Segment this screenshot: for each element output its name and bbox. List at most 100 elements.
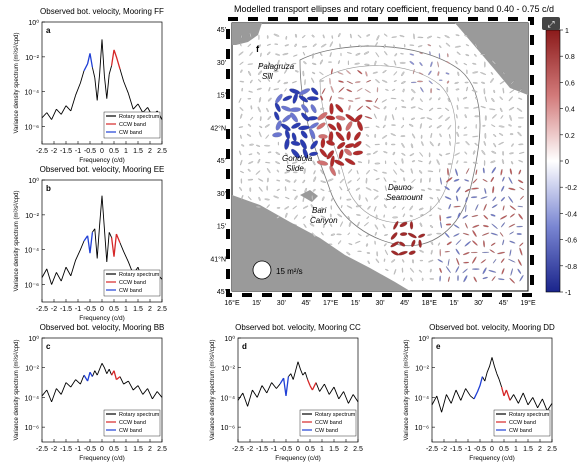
transport-ellipse <box>294 195 298 200</box>
series-line-rotary <box>431 357 553 413</box>
transport-ellipse <box>472 150 476 155</box>
transport-ellipse <box>464 114 467 119</box>
transport-ellipse <box>519 187 525 191</box>
legend-label: CW band <box>315 428 338 434</box>
transport-ellipse <box>375 42 378 47</box>
x-axis-label: Frequency (c/d) <box>79 455 125 462</box>
transport-ellipse <box>409 53 415 56</box>
transport-ellipse <box>445 266 451 273</box>
transport-ellipse <box>383 177 387 182</box>
transport-ellipse <box>291 161 298 164</box>
transport-ellipse <box>456 104 459 110</box>
transport-ellipse <box>374 195 379 200</box>
transport-ellipse <box>257 44 261 48</box>
x-tick-label: 1 <box>124 148 128 155</box>
transport-ellipse <box>465 141 470 146</box>
transport-ellipse <box>419 98 423 102</box>
transport-ellipse <box>336 233 342 236</box>
transport-ellipse <box>509 114 512 121</box>
series-line-ccw <box>110 49 121 70</box>
transport-ellipse <box>445 107 450 111</box>
transport-ellipse <box>411 239 416 247</box>
transport-ellipse <box>491 124 496 127</box>
transport-ellipse <box>320 180 326 183</box>
transport-ellipse <box>472 224 480 228</box>
transport-ellipse <box>518 213 523 220</box>
transport-ellipse <box>320 215 326 218</box>
transport-ellipse <box>429 51 431 56</box>
transport-ellipse <box>295 33 297 38</box>
y-tick-label: 10⁻⁶ <box>25 283 39 290</box>
transport-ellipse <box>353 131 361 141</box>
transport-ellipse <box>364 63 370 66</box>
transport-ellipse <box>437 259 443 263</box>
transport-ellipse <box>284 206 290 210</box>
x-tick-label: -2.5 <box>36 148 48 155</box>
transport-ellipse <box>465 44 469 47</box>
transport-ellipse <box>267 51 271 56</box>
transport-ellipse <box>356 170 359 175</box>
transport-ellipse <box>259 63 262 67</box>
transport-ellipse <box>480 259 487 264</box>
land-north-east <box>455 23 528 95</box>
transport-ellipse <box>248 90 253 93</box>
colorbar-tick-label: -0.6 <box>565 238 577 245</box>
transport-ellipse <box>472 62 477 65</box>
x-tick-label: 2 <box>344 446 348 453</box>
transport-ellipse <box>509 277 515 284</box>
transport-ellipse <box>465 54 470 57</box>
transport-ellipse <box>284 138 290 150</box>
colorbar-tick-label: -1 <box>565 290 571 297</box>
label-dauno: Dauno <box>388 183 412 192</box>
transport-ellipse <box>456 257 460 266</box>
transport-ellipse <box>273 195 279 199</box>
x-tick-label: 0.5 <box>499 446 509 453</box>
spectrum-panel-c: Observed bot. velocity, Mooring BBc-2.5-… <box>14 323 167 462</box>
panel-letter: e <box>436 342 441 351</box>
transport-ellipse <box>444 196 452 200</box>
transport-ellipse <box>383 151 388 154</box>
transport-ellipse <box>491 166 496 174</box>
transport-ellipse <box>375 178 380 180</box>
transport-ellipse <box>393 71 398 76</box>
x-tick-label: 2.5 <box>157 148 167 155</box>
transport-ellipse <box>250 116 254 121</box>
transport-ellipse <box>303 168 306 174</box>
transport-ellipse <box>439 168 441 173</box>
transport-ellipse <box>410 106 416 109</box>
transport-ellipse <box>276 207 281 209</box>
transport-ellipse <box>511 143 514 147</box>
expand-button[interactable] <box>542 17 560 30</box>
transport-ellipse <box>275 151 280 155</box>
transport-ellipse <box>301 161 306 164</box>
transport-ellipse <box>419 123 422 129</box>
transport-ellipse <box>373 189 379 192</box>
transport-ellipse <box>411 97 414 101</box>
label-bari: Bari <box>312 206 326 215</box>
transport-ellipse <box>489 249 495 253</box>
y-tick-label: 10⁰ <box>418 335 429 343</box>
y-tick-label: 10⁻² <box>25 55 39 62</box>
transport-ellipse <box>490 232 498 236</box>
x-tick-label: 0.5 <box>305 446 315 453</box>
transport-ellipse <box>365 187 372 191</box>
transport-ellipse <box>419 52 423 55</box>
transport-ellipse <box>417 80 423 83</box>
transport-ellipse <box>365 100 373 102</box>
transport-ellipse <box>501 185 505 192</box>
transport-ellipse <box>517 205 524 208</box>
transport-ellipse <box>326 140 335 146</box>
transport-ellipse <box>260 52 262 57</box>
transport-ellipse <box>409 123 414 127</box>
transport-ellipse <box>421 277 424 281</box>
transport-ellipse <box>447 167 449 176</box>
transport-ellipse <box>429 177 431 183</box>
transport-ellipse <box>472 161 478 164</box>
transport-ellipse <box>509 213 515 218</box>
lat-tick-label: 45' <box>217 158 226 165</box>
transport-ellipse <box>310 204 315 210</box>
panel-title: Observed bot. velocity, Mooring EE <box>40 165 165 174</box>
transport-ellipse <box>456 186 461 193</box>
lon-tick-label: 17°E <box>323 299 339 307</box>
